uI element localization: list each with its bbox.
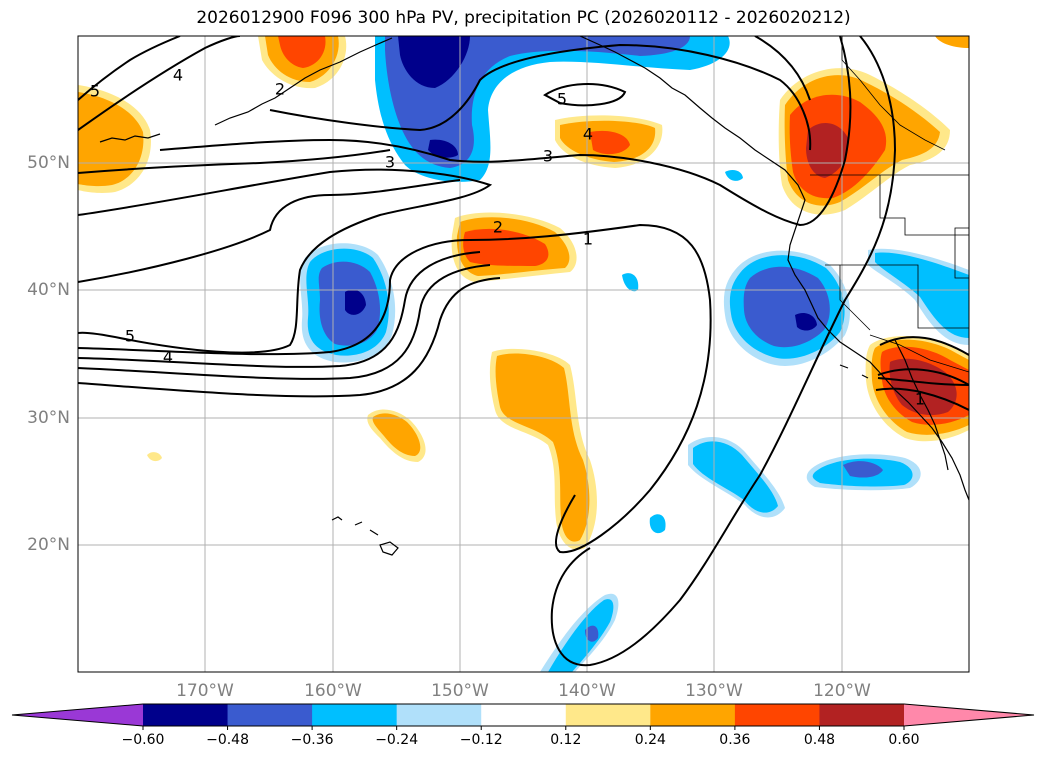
colorbar-tick-label: 0.60 bbox=[888, 732, 919, 748]
colorbar-segment bbox=[312, 704, 398, 726]
contour-label: 1 bbox=[583, 230, 593, 249]
contour-label: 3 bbox=[385, 153, 395, 172]
contour-label: 5 bbox=[557, 90, 567, 109]
map-border bbox=[77, 35, 970, 673]
map-title: 2026012900 F096 300 hPa PV, precipitatio… bbox=[196, 8, 851, 28]
lon-tick-label: 170°W bbox=[176, 681, 234, 701]
colorbar-tick-label: −0.48 bbox=[206, 732, 249, 748]
lat-tick-label: 30°N bbox=[27, 408, 70, 428]
colorbar-tick-label: −0.12 bbox=[460, 732, 503, 748]
colorbar-segment bbox=[481, 704, 567, 726]
map-gridlines bbox=[78, 36, 969, 672]
colorbar-tick-label: −0.24 bbox=[375, 732, 418, 748]
latitude-axis: 50°N 40°N 30°N 20°N bbox=[27, 153, 70, 555]
colorbar-segment bbox=[227, 704, 313, 726]
anomaly-negative-125w-38n bbox=[723, 250, 850, 366]
colorbar-segment bbox=[819, 704, 905, 726]
contour-label: 4 bbox=[583, 125, 593, 144]
lon-tick-label: 130°W bbox=[685, 681, 743, 701]
anomaly-negative-160w-38n bbox=[300, 243, 396, 363]
anomaly-negative-gulf-of-alaska bbox=[375, 36, 730, 182]
anomaly-positive-dot-167w bbox=[147, 452, 162, 462]
contour-label: 2 bbox=[275, 80, 285, 99]
colorbar-segment bbox=[565, 704, 651, 726]
contour-label: 5 bbox=[90, 82, 100, 101]
colorbar-tick-label: 0.36 bbox=[719, 732, 750, 748]
colorbar-extend-low bbox=[12, 704, 143, 726]
colorbar-tick-label: 0.12 bbox=[550, 732, 581, 748]
longitude-axis: 170°W 160°W 150°W 140°W 130°W 120°W bbox=[176, 681, 871, 701]
colorbar-extend-high bbox=[904, 704, 1034, 726]
anomaly-positive-155w-30n bbox=[367, 409, 426, 462]
precipitation-fill-layer bbox=[78, 36, 969, 672]
colorbar-tick-label: −0.60 bbox=[122, 732, 165, 748]
contour-label: 4 bbox=[173, 66, 183, 85]
colorbar-segment bbox=[396, 704, 482, 726]
anomaly-top-right-edge bbox=[935, 36, 969, 48]
contour-label: 5 bbox=[125, 327, 135, 346]
lat-tick-label: 20°N bbox=[27, 535, 70, 555]
contour-label: 1 bbox=[915, 390, 925, 409]
lat-tick-label: 40°N bbox=[27, 280, 70, 300]
anomaly-negative-120w-27n bbox=[806, 454, 921, 491]
anomaly-negative-small-spots bbox=[622, 170, 743, 534]
colorbar: −0.60 −0.48 −0.36 −0.24 −0.12 0.12 0.24 0.36 0.4… bbox=[11, 703, 1035, 748]
pv-contour-labels: 5 4 2 3 5 4 3 2 1 5 4 1 bbox=[90, 66, 925, 409]
colorbar-segment bbox=[650, 704, 736, 726]
anomaly-positive-pacific-northwest-coast bbox=[778, 68, 950, 215]
lon-tick-label: 150°W bbox=[431, 681, 489, 701]
lon-tick-label: 140°W bbox=[558, 681, 616, 701]
lon-tick-label: 160°W bbox=[304, 681, 362, 701]
contour-label: 2 bbox=[493, 218, 503, 237]
pv-contours bbox=[78, 36, 969, 667]
contour-label: 3 bbox=[543, 147, 553, 166]
colorbar-tick-label: −0.36 bbox=[291, 732, 334, 748]
colorbar-segment bbox=[734, 704, 820, 726]
anomaly-negative-east-edge bbox=[868, 248, 969, 345]
lat-tick-label: 50°N bbox=[27, 153, 70, 173]
colorbar-tick-label: 0.24 bbox=[635, 732, 666, 748]
political-boundaries bbox=[810, 36, 969, 373]
anomaly-positive-145w-43n bbox=[451, 212, 577, 282]
anomaly-positive-central-streak bbox=[489, 348, 597, 550]
colorbar-segment bbox=[143, 704, 229, 726]
lon-tick-label: 120°W bbox=[813, 681, 871, 701]
colorbar-tick-label: 0.48 bbox=[804, 732, 835, 748]
coastlines bbox=[99, 36, 969, 556]
contour-label: 4 bbox=[163, 348, 173, 367]
